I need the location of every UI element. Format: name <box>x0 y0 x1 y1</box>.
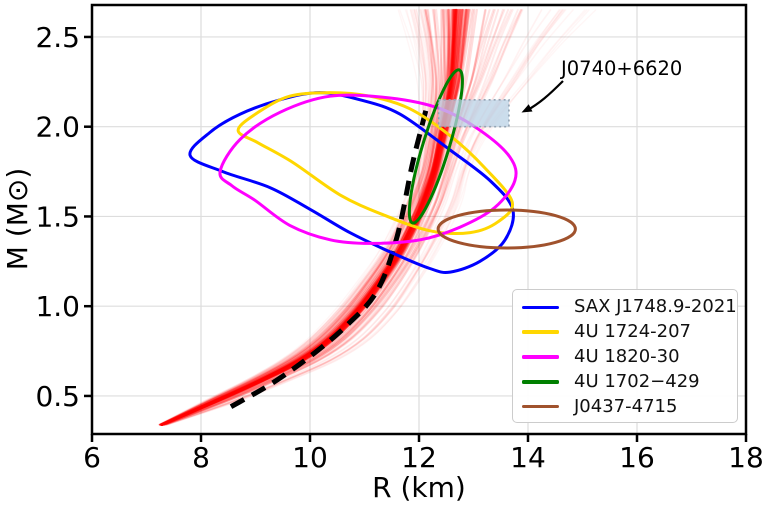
legend-item: 4U 1820-30 <box>513 345 737 370</box>
legend-swatch-sax-j1748 <box>522 305 559 310</box>
y-tick-label: 1.0 <box>35 290 80 323</box>
y-axis-label: M (M⊙) <box>1 167 34 271</box>
legend-item: 4U 1702−429 <box>513 369 737 394</box>
annotation-j0740-label: J0740+6620 <box>561 57 683 80</box>
x-axis-label: R (km) <box>372 471 466 504</box>
x-tick-label: 10 <box>292 441 328 474</box>
annotation-arrow <box>525 80 564 112</box>
annotation-arrowhead <box>521 104 533 113</box>
x-tick-label: 8 <box>192 441 210 474</box>
y-tick-label: 1.5 <box>35 200 80 233</box>
legend-item: SAX J1748.9-2021 <box>513 295 737 320</box>
legend-label: 4U 1702−429 <box>574 370 700 392</box>
axis-ticks-and-labels: 6 8 10 12 14 16 18 0.5 1.0 1.5 2.0 2.5 <box>35 21 763 474</box>
legend-label: 4U 1820-30 <box>574 345 680 367</box>
legend-label: 4U 1724-207 <box>574 321 692 343</box>
legend-label: J0437-4715 <box>574 395 678 417</box>
y-tick-label: 2.0 <box>35 111 80 144</box>
x-tick-label: 16 <box>619 441 655 474</box>
y-tick-label: 2.5 <box>35 21 80 54</box>
contour-4u-1724-207 <box>236 91 515 235</box>
ellipse-4u-1702-429 <box>407 68 464 225</box>
legend-swatch-4u-1820 <box>522 355 559 359</box>
legend-item: J0437-4715 <box>513 394 737 419</box>
x-tick-label: 12 <box>401 441 437 474</box>
legend-swatch-4u-1702 <box>522 380 559 384</box>
contour-4u-1820-30 <box>218 93 518 245</box>
y-tick-label: 0.5 <box>35 380 80 413</box>
x-tick-label: 18 <box>728 441 764 474</box>
legend: SAX J1748.9-2021 4U 1724-207 4U 1820-30 … <box>512 289 738 423</box>
legend-swatch-4u-1724 <box>522 330 559 334</box>
legend-label: SAX J1748.9-2021 <box>574 296 737 318</box>
best-fit-dashed-curve <box>229 104 430 409</box>
x-tick-label: 14 <box>510 441 546 474</box>
legend-item: 4U 1724-207 <box>513 320 737 345</box>
j0740-measurement-box <box>437 98 510 128</box>
ellipse-j0437-4715 <box>436 208 577 250</box>
x-tick-label: 6 <box>83 441 101 474</box>
legend-swatch-j0437 <box>522 404 559 409</box>
